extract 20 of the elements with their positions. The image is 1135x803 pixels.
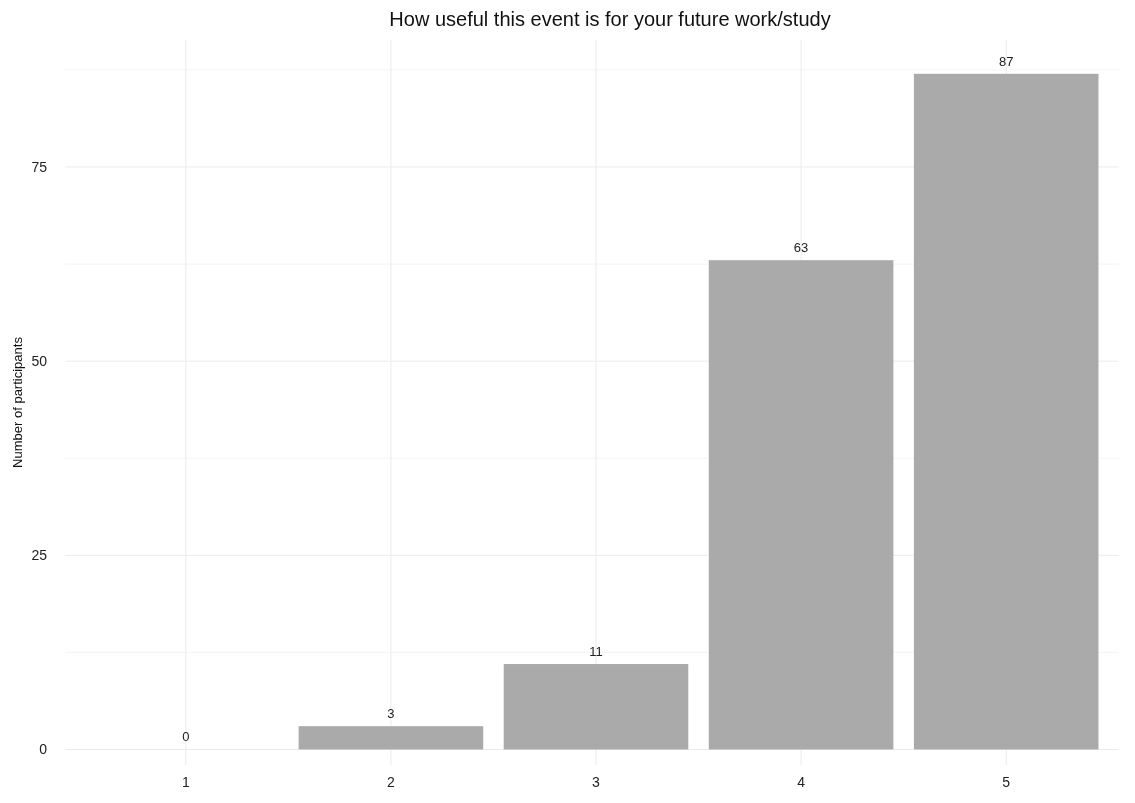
bar xyxy=(913,73,1099,750)
x-tick-label: 1 xyxy=(181,773,190,790)
y-tick-label: 25 xyxy=(31,547,48,564)
data-label: 63 xyxy=(793,240,809,256)
y-axis-title: Number of participants xyxy=(10,336,25,468)
x-tick-label: 4 xyxy=(797,773,806,790)
bar xyxy=(708,260,894,750)
y-tick-label: 50 xyxy=(31,353,48,370)
x-tick-label: 3 xyxy=(592,773,601,790)
x-tick-label: 5 xyxy=(1002,773,1011,790)
data-label: 11 xyxy=(589,644,603,660)
data-label: 3 xyxy=(387,706,395,722)
bar xyxy=(298,726,484,750)
y-tick-label: 75 xyxy=(31,158,48,175)
data-label: 87 xyxy=(998,53,1014,69)
data-label: 0 xyxy=(182,729,190,745)
bar xyxy=(503,664,689,750)
x-tick-label: 2 xyxy=(387,773,395,790)
y-tick-label: 0 xyxy=(39,741,48,758)
chart-title: How useful this event is for your future work/study xyxy=(389,8,831,30)
